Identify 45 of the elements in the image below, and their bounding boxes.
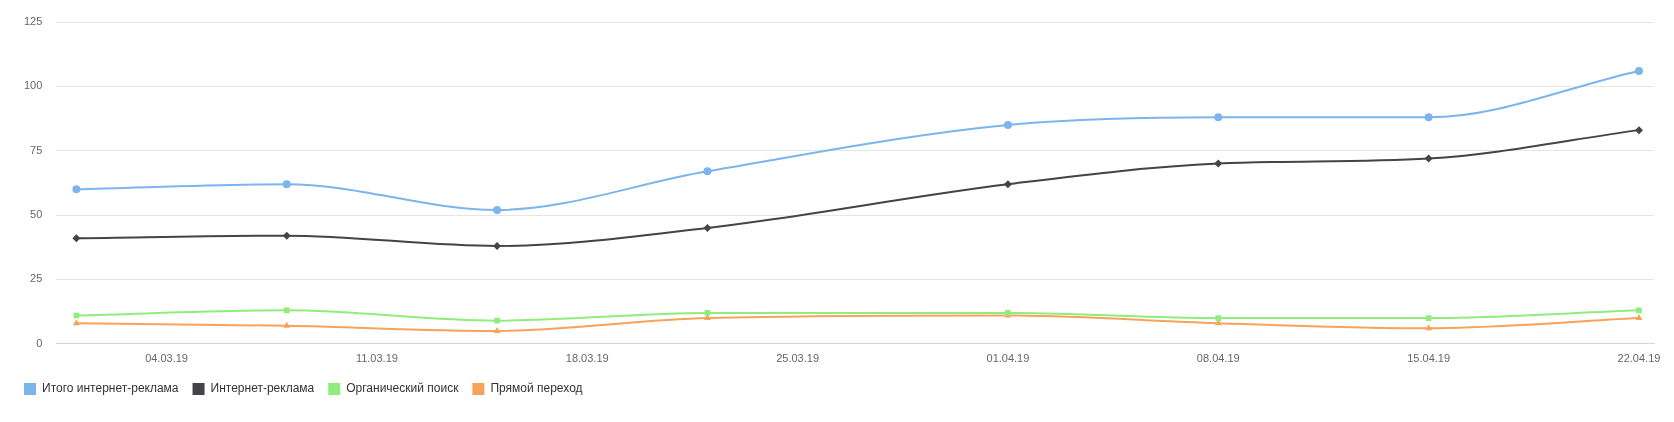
point — [1003, 180, 1012, 189]
legend-label: Итого интернет-реклама — [42, 381, 179, 396]
point — [1634, 126, 1643, 135]
y-tick-label: 100 — [23, 79, 43, 92]
y-tick-label: 125 — [23, 15, 43, 28]
y-tick-label: 75 — [30, 143, 43, 156]
point — [704, 310, 711, 316]
point — [494, 317, 500, 324]
x-tick-label: 08.04.19 — [1196, 352, 1240, 365]
point — [1215, 315, 1222, 321]
point — [1003, 120, 1012, 129]
y-tick-label: 25 — [30, 272, 43, 285]
point — [1424, 154, 1433, 163]
point — [282, 180, 291, 189]
point — [493, 205, 502, 214]
x-tick-label: 18.03.19 — [565, 352, 609, 365]
point — [1636, 307, 1642, 314]
point — [1635, 314, 1643, 321]
x-tick-label: 11.03.19 — [355, 352, 398, 365]
x-tick-label: 25.03.19 — [776, 352, 819, 365]
point — [1634, 66, 1643, 75]
point — [282, 231, 291, 240]
legend-label: Интернет-реклама — [210, 381, 315, 396]
x-tick-label: 15.04.19 — [1407, 352, 1451, 365]
point — [493, 241, 502, 250]
point — [1425, 315, 1432, 321]
x-tick-label: 01.04.19 — [986, 352, 1030, 365]
point — [493, 326, 501, 333]
point — [72, 319, 80, 326]
point — [283, 321, 291, 328]
y-tick-label: 0 — [36, 336, 43, 349]
point — [1214, 113, 1223, 122]
point — [703, 167, 712, 176]
x-tick-label: 22.04.19 — [1617, 352, 1661, 365]
point — [72, 234, 81, 243]
legend-label: Органический поиск — [346, 381, 460, 396]
point — [703, 314, 711, 321]
point — [1214, 159, 1223, 168]
point — [703, 223, 712, 232]
point — [283, 307, 290, 314]
legend-label: Прямой переход — [490, 381, 583, 396]
y-tick-label: 50 — [30, 208, 43, 221]
point — [72, 185, 81, 194]
point — [1424, 113, 1433, 122]
x-tick-label: 04.03.19 — [145, 352, 188, 365]
